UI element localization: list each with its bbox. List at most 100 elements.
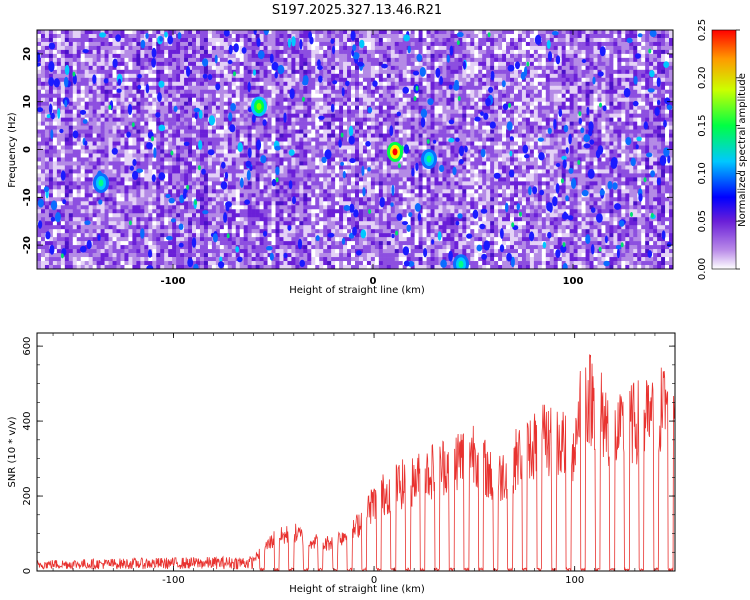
heatmap-cell: [211, 265, 217, 269]
heatmap-cell: [112, 253, 117, 258]
heatmap-cell: [120, 141, 125, 146]
heatmap-cell: [315, 33, 320, 39]
heatmap-cell: [327, 89, 332, 95]
heatmap-cell: [331, 185, 336, 190]
heatmap-cell: [223, 157, 229, 162]
heatmap-cell: [168, 249, 173, 254]
heatmap-cell: [112, 209, 117, 214]
heatmap-cell: [68, 121, 74, 126]
heatmap-cell: [104, 137, 109, 142]
heatmap-cell: [92, 125, 97, 130]
heatmap-cell: [44, 165, 50, 170]
heatmap-cell: [52, 253, 58, 258]
heatmap-cell: [267, 117, 272, 122]
heatmap-cell: [76, 213, 82, 218]
heatmap-cell: [60, 257, 66, 262]
heatmap-cell: [335, 137, 340, 142]
heatmap-cell: [128, 153, 133, 158]
heatmap-cell: [227, 137, 233, 142]
heatmap-cell: [255, 217, 260, 222]
heatmap-cell: [307, 177, 312, 182]
heatmap-cell: [231, 173, 237, 178]
heatmap-cell: [180, 37, 185, 43]
heatmap-cell: [215, 201, 221, 206]
heatmap-cell: [140, 133, 145, 138]
heatmap-cell: [148, 30, 153, 35]
heatmap-cell: [299, 217, 304, 222]
heatmap-cell: [279, 49, 284, 55]
heatmap-cell: [128, 173, 133, 178]
heatmap-cell: [68, 81, 74, 87]
heatmap-cell: [215, 245, 221, 250]
heatmap-cell: [144, 53, 149, 59]
heatmap-cell: [215, 141, 221, 146]
heatmap-cell: [211, 253, 217, 258]
heatmap-cell: [68, 157, 74, 162]
heatmap-cell: [84, 173, 89, 178]
heatmap-cell: [211, 53, 217, 59]
heatmap-cell: [96, 141, 101, 146]
heatmap-cell: [144, 213, 149, 218]
heatmap-cell: [323, 165, 328, 170]
heatmap-cell: [44, 221, 50, 226]
heatmap-cell: [44, 173, 50, 178]
heatmap-cell: [211, 69, 217, 75]
heatmap-cell: [152, 261, 157, 266]
heatmap-cell: [72, 30, 78, 35]
heatmap-cell: [283, 225, 288, 230]
heatmap-cell: [223, 73, 229, 79]
heatmap-cell: [239, 113, 244, 118]
heatmap-cell: [180, 77, 185, 83]
heatmap-cell: [355, 37, 360, 43]
heatmap-cell: [299, 233, 304, 238]
heatmap-cell: [168, 217, 173, 222]
heatmap-cell: [112, 165, 117, 170]
heatmap-cell: [251, 265, 256, 269]
heatmap-cell: [144, 129, 149, 134]
heatmap-cell: [223, 137, 229, 142]
heatmap-cell: [180, 157, 185, 162]
heatmap-cell: [88, 30, 93, 35]
heatmap-cell: [37, 113, 42, 118]
heatmap-cell: [235, 77, 241, 83]
heatmap-cell: [303, 37, 308, 43]
heatmap-cell: [291, 253, 296, 258]
heatmap-cell: [56, 57, 62, 63]
heatmap-cell: [239, 93, 244, 99]
heatmap-cell: [44, 205, 50, 210]
heatmap-cell: [223, 237, 229, 242]
heatmap-cell: [37, 65, 42, 71]
heatmap-cell: [243, 165, 248, 170]
heatmap-cell: [279, 101, 284, 106]
heatmap-cell: [331, 133, 336, 138]
heatmap-cell: [243, 149, 248, 154]
heatmap-cell: [136, 245, 141, 250]
heatmap-cell: [362, 205, 368, 210]
heatmap-cell: [279, 169, 284, 174]
heatmap-cell: [76, 181, 82, 186]
heatmap-cell: [335, 61, 340, 67]
heatmap-cell: [343, 177, 348, 182]
heatmap-cell: [76, 173, 82, 178]
heatmap-cell: [299, 33, 304, 39]
heatmap-cell: [291, 141, 296, 146]
heatmap-cell: [192, 49, 197, 55]
heatmap-cell: [362, 225, 368, 230]
heatmap-cell: [116, 229, 121, 234]
heatmap-cell: [291, 261, 296, 266]
heatmap-cell: [275, 153, 280, 158]
heatmap-cell: [80, 153, 85, 158]
heatmap-cell: [311, 249, 316, 254]
heatmap-cell: [211, 221, 217, 226]
heatmap-cell: [180, 117, 185, 122]
heatmap-cell: [358, 85, 364, 91]
heatmap-cell: [156, 249, 161, 254]
heatmap-cell: [315, 149, 320, 154]
heatmap-cell: [56, 209, 62, 214]
heatmap-cell: [108, 125, 113, 130]
heatmap-cell: [176, 97, 181, 102]
heatmap-cell: [148, 33, 153, 39]
heatmap-cell: [211, 173, 217, 178]
heatmap-cell: [37, 117, 42, 122]
heatmap-cell: [172, 193, 177, 198]
